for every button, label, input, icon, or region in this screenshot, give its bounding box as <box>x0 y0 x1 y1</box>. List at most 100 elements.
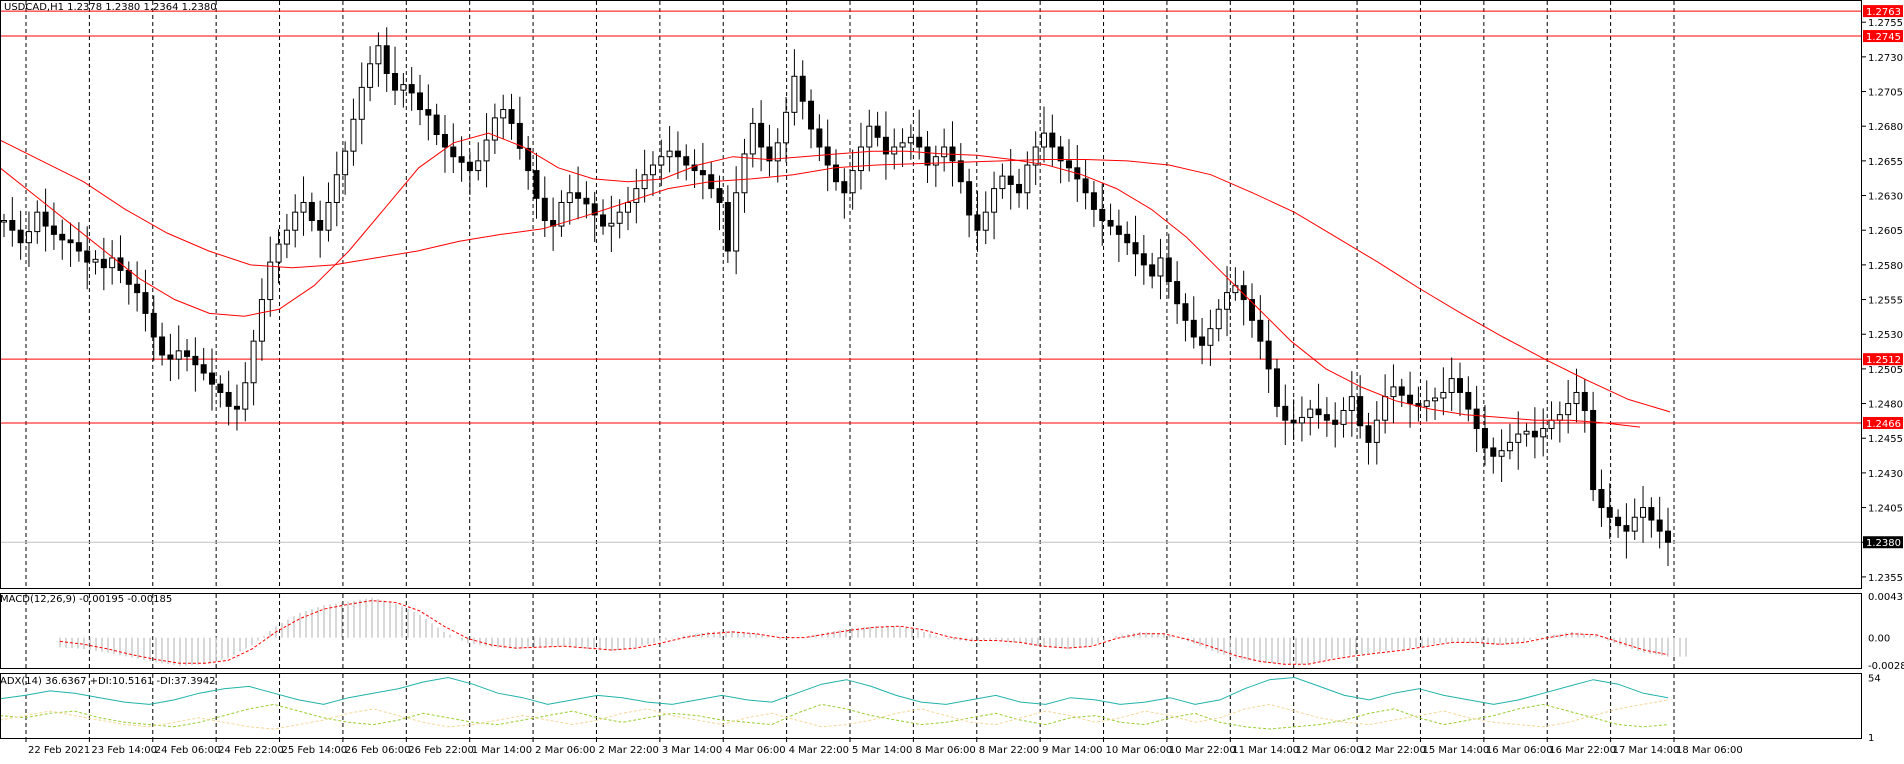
y-tick-label: 1.2705 <box>1868 88 1903 99</box>
candle-body <box>210 373 215 384</box>
candle-body <box>1349 397 1354 411</box>
candle-body <box>168 355 173 359</box>
candle-body <box>933 157 938 165</box>
candle-body <box>1025 165 1030 193</box>
x-tick-label: 18 Mar 06:00 <box>1676 745 1743 756</box>
candle-body <box>459 157 464 163</box>
candle-body <box>1141 254 1146 265</box>
candle-body <box>234 406 239 409</box>
candle-body <box>1116 226 1121 234</box>
x-tick-label: 25 Feb 14:00 <box>282 745 348 756</box>
candle-body <box>226 392 231 406</box>
macd-tick-label: -0.00287 <box>1868 661 1904 672</box>
candle-body <box>892 147 897 154</box>
candle-body <box>1616 517 1621 525</box>
level-label: 1.2745 <box>1866 32 1901 43</box>
y-tick-label: 1.2605 <box>1868 226 1903 237</box>
candle-body <box>725 202 730 251</box>
candle-body <box>451 147 456 157</box>
candle-body <box>1058 147 1063 161</box>
candle-body <box>1666 531 1671 542</box>
candle-body <box>1549 420 1554 428</box>
candle-body <box>1449 379 1454 393</box>
x-tick-label: 26 Feb 22:00 <box>408 745 474 756</box>
candle-body <box>576 193 581 199</box>
adx-tick-label: 54 <box>1868 673 1881 684</box>
candle-body <box>1516 434 1521 442</box>
candle-body <box>309 202 314 220</box>
x-tick-label: 2 Mar 22:00 <box>598 745 658 756</box>
candle-body <box>534 171 539 199</box>
candle-body <box>958 161 963 182</box>
candle-body <box>1216 309 1221 328</box>
candle-body <box>875 126 880 137</box>
x-tick-label: 5 Mar 14:00 <box>852 745 912 756</box>
candle-body <box>1150 265 1155 276</box>
candle-body <box>51 226 56 234</box>
candle-body <box>650 165 655 175</box>
candle-body <box>334 175 339 203</box>
x-tick-label: 10 Mar 06:00 <box>1106 745 1173 756</box>
y-tick-label: 1.2580 <box>1868 261 1903 272</box>
candle-body <box>201 365 206 373</box>
candle-body <box>1399 387 1404 395</box>
x-tick-label: 16 Mar 06:00 <box>1486 745 1553 756</box>
candle-body <box>567 193 572 203</box>
candle-body <box>434 115 439 134</box>
candle-body <box>809 101 814 129</box>
candle-body <box>858 147 863 171</box>
candle-body <box>509 110 514 124</box>
candle-body <box>160 337 165 355</box>
x-tick-label: 12 Mar 06:00 <box>1296 745 1363 756</box>
y-tick-label: 1.2505 <box>1868 365 1903 376</box>
y-tick-label: 1.2405 <box>1868 504 1903 515</box>
candle-body <box>1607 508 1612 518</box>
macd-title: MACD(12,26,9) -0.00195 -0.00185 <box>0 594 172 605</box>
candle-body <box>1266 341 1271 369</box>
candle-body <box>110 258 115 268</box>
y-tick-label: 1.2630 <box>1868 192 1903 203</box>
candle-body <box>1641 508 1646 518</box>
candle-body <box>1532 431 1537 437</box>
candle-body <box>867 126 872 147</box>
candle-body <box>759 123 764 147</box>
candle-body <box>850 171 855 193</box>
candle-body <box>301 202 306 212</box>
candle-body <box>667 151 672 157</box>
candle-body <box>1033 147 1038 165</box>
candle-body <box>1566 404 1571 415</box>
y-tick-label: 1.2455 <box>1868 434 1903 445</box>
candle-body <box>1083 179 1088 193</box>
candle-body <box>734 193 739 251</box>
candle-body <box>626 202 631 212</box>
candle-body <box>1499 451 1504 457</box>
x-tick-label: 23 Feb 14:00 <box>91 745 157 756</box>
candle-body <box>118 258 123 270</box>
candle-body <box>792 76 797 112</box>
candle-body <box>1433 398 1438 401</box>
candle-body <box>1066 161 1071 168</box>
candle-body <box>584 198 589 204</box>
candle-body <box>135 284 140 292</box>
candle-body <box>1091 193 1096 210</box>
adx-title: ADX(14) 36.6367 +DI:10.5161 -DI:37.3942 <box>0 676 216 687</box>
candle-body <box>442 135 447 147</box>
candle-body <box>900 143 905 147</box>
y-tick-label: 1.2530 <box>1868 330 1903 341</box>
candle-body <box>917 137 922 147</box>
candle-body <box>193 356 198 364</box>
candle-body <box>908 137 913 143</box>
x-tick-label: 2 Mar 06:00 <box>535 745 595 756</box>
candle-body <box>1458 379 1463 393</box>
candle-body <box>1624 526 1629 532</box>
candle-body <box>967 182 972 215</box>
y-tick-label: 1.2555 <box>1868 296 1903 307</box>
x-tick-label: 22 Feb 2021 <box>28 745 90 756</box>
candle-body <box>742 154 747 193</box>
candle-body <box>43 212 48 226</box>
candle-body <box>1017 184 1022 192</box>
candle-body <box>384 46 389 74</box>
candle-body <box>126 270 131 284</box>
